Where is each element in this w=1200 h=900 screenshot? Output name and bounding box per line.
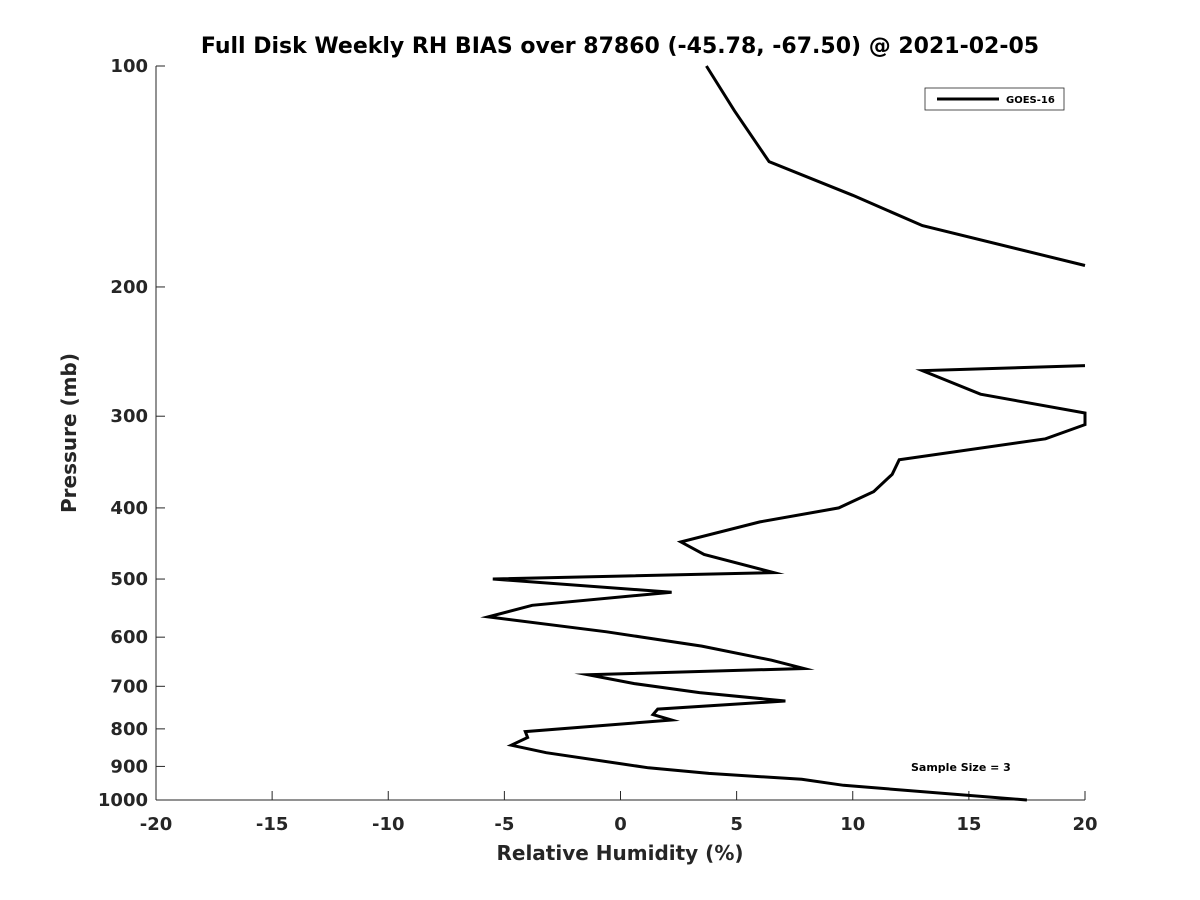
- x-axis-ticks: -20 -15 -10 -5 0 5 10 15 20: [140, 791, 1098, 835]
- y-tick-label: 500: [110, 569, 148, 590]
- chart-title: Full Disk Weekly RH BIAS over 87860 (-45…: [201, 34, 1039, 59]
- y-axis-label: Pressure (mb): [57, 353, 81, 513]
- legend: GOES-16: [924, 87, 1065, 111]
- y-tick-label: 1000: [98, 790, 148, 811]
- y-tick-label: 600: [110, 627, 148, 648]
- x-tick-label: 15: [956, 814, 981, 835]
- series-layer: [480, 65, 1087, 802]
- y-tick-label: 400: [110, 498, 148, 519]
- series-line-goes16-segment-2: [480, 364, 1087, 802]
- x-tick-label: -15: [256, 814, 289, 835]
- x-tick-label: 5: [730, 814, 743, 835]
- legend-label-goes16: GOES-16: [1006, 95, 1055, 106]
- y-tick-label: 300: [110, 406, 148, 427]
- y-tick-label: 900: [110, 756, 148, 777]
- x-tick-label: 10: [840, 814, 865, 835]
- x-tick-label: -20: [140, 814, 173, 835]
- y-tick-label: 700: [110, 676, 148, 697]
- sample-size-annotation: Sample Size = 3: [911, 761, 1011, 774]
- x-axis-label: Relative Humidity (%): [496, 841, 743, 865]
- series-line-goes16-segment-1: [705, 65, 1086, 267]
- x-tick-label: -5: [494, 814, 514, 835]
- x-tick-label: -10: [372, 814, 405, 835]
- y-axis-ticks: 100 200 300 400 500 600 700 800 900 1000: [98, 56, 165, 811]
- x-tick-label: 20: [1072, 814, 1097, 835]
- y-tick-label: 200: [110, 277, 148, 298]
- x-tick-label: 0: [614, 814, 627, 835]
- y-tick-label: 800: [110, 719, 148, 740]
- y-tick-label: 100: [110, 56, 148, 77]
